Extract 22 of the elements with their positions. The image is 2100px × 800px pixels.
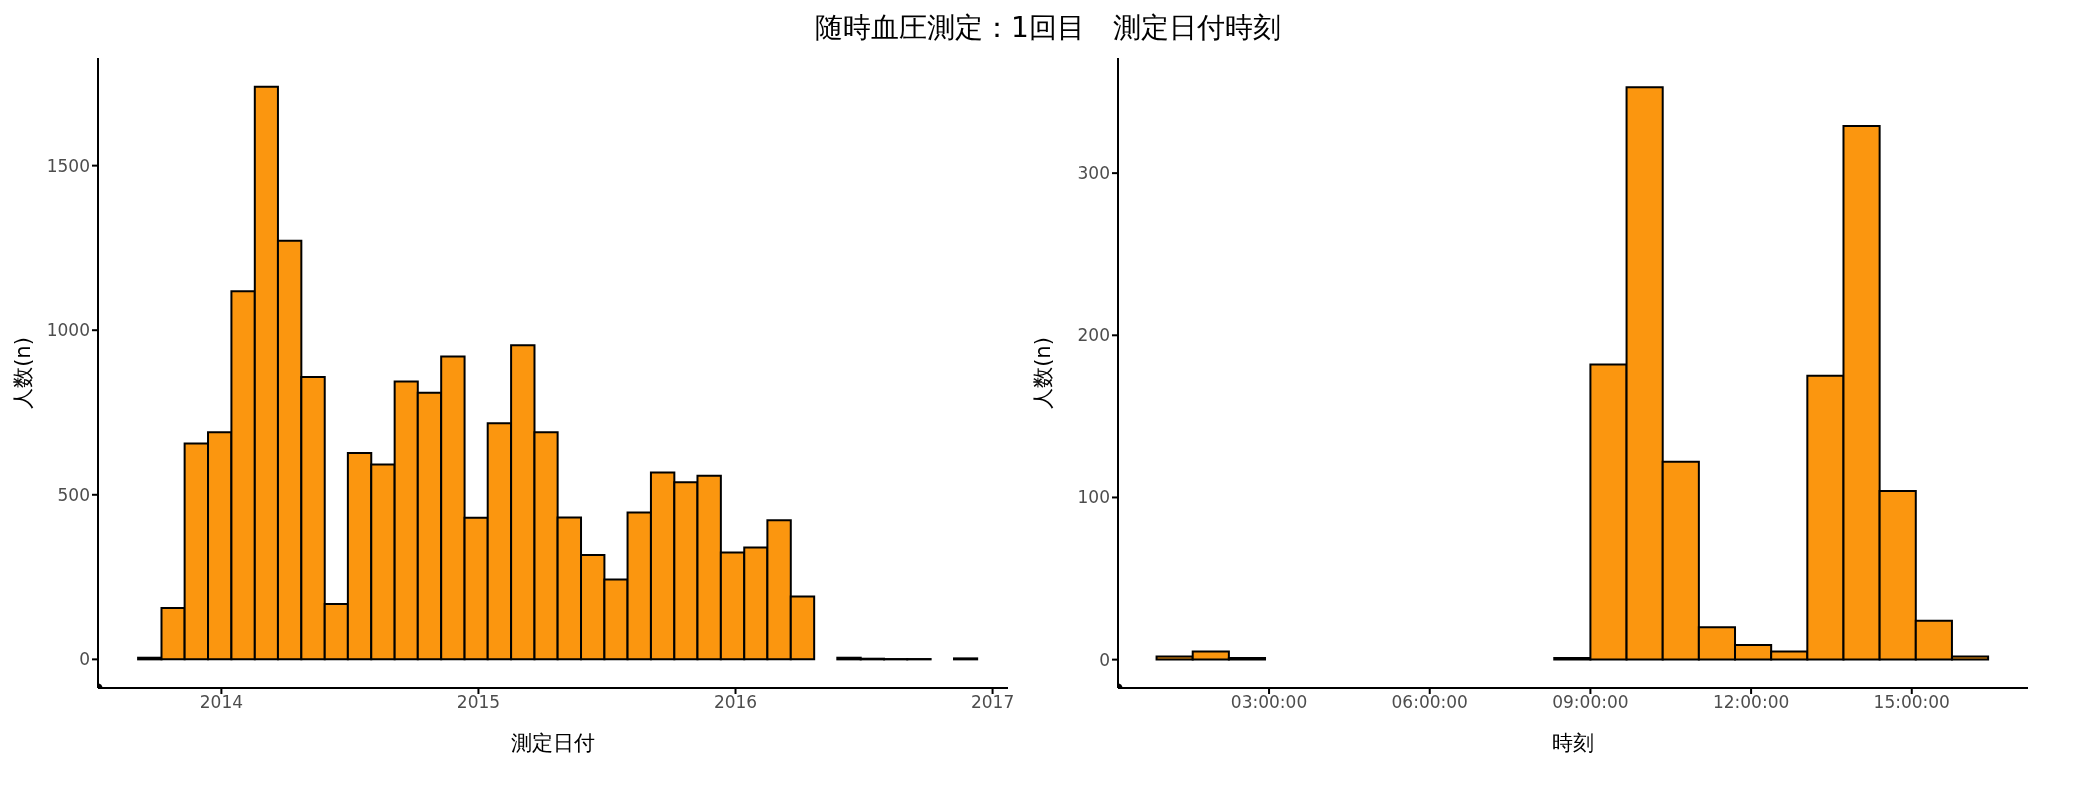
x-tick-label: 15:00:00 (1873, 692, 1950, 713)
x-tick-label: 2015 (456, 692, 501, 713)
x-tick-label: 12:00:00 (1712, 692, 1790, 713)
x-tick-label: 09:00:00 (1552, 692, 1629, 713)
x-axis-title: 時刻 (1552, 731, 1594, 755)
y-tick-label: 0 (1099, 649, 1110, 670)
y-tick-label: 100 (1077, 487, 1110, 508)
y-tick-label: 1000 (46, 320, 90, 341)
y-tick-label: 200 (1077, 325, 1110, 346)
x-tick-label: 2014 (199, 692, 244, 713)
y-tick-label: 300 (1077, 163, 1110, 184)
y-tick-label: 1500 (46, 155, 90, 176)
x-axis-title: 測定日付 (511, 731, 595, 755)
chart-title: 随時血圧測定：1回目 測定日付時刻 (814, 10, 1282, 46)
y-axis-title: 人数(n) (11, 337, 36, 409)
x-tick-label: 06:00:00 (1391, 692, 1468, 713)
y-tick-label: 500 (57, 484, 90, 505)
x-tick-label: 03:00:00 (1230, 692, 1308, 713)
y-tick-label: 0 (79, 649, 90, 670)
x-tick-label: 2017 (970, 692, 1015, 713)
y-axis-title: 人数(n) (1031, 337, 1056, 409)
x-tick-label: 2016 (713, 692, 758, 713)
